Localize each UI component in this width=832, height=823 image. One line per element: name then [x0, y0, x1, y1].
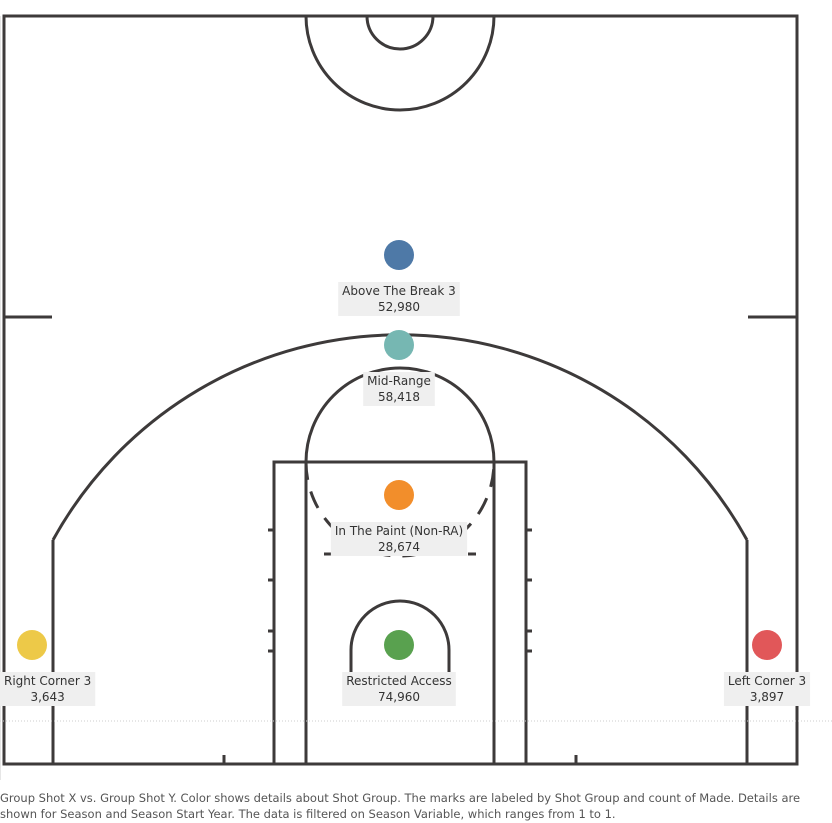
shot-group-marks: Above The Break 3 52,980 Mid-Range 58,418 In…: [0, 240, 811, 706]
mark-label-name: Right Corner 3: [4, 674, 91, 688]
mark-point[interactable]: [384, 630, 414, 660]
mark-point[interactable]: [384, 480, 414, 510]
mark-point[interactable]: [384, 240, 414, 270]
mark-label-value: 58,418: [378, 390, 420, 404]
mark-label-name: Left Corner 3: [728, 674, 806, 688]
mark-label-value: 3,643: [30, 690, 64, 704]
mark-label-background: [0, 672, 96, 706]
mark-label-name: Restricted Access: [346, 674, 452, 688]
mark-label-value: 74,960: [378, 690, 420, 704]
lane-outer: [272, 460, 528, 766]
basketball-court: [2, 14, 799, 766]
mark-point[interactable]: [752, 630, 782, 660]
mark-restricted-access[interactable]: Restricted Access 74,960: [342, 630, 456, 706]
mark-mid-range[interactable]: Mid-Range 58,418: [363, 330, 435, 406]
mark-left-corner-3[interactable]: Left Corner 3 3,897: [723, 630, 811, 706]
mark-label-background: [330, 522, 468, 556]
mark-label-value: 28,674: [378, 540, 420, 554]
free-throw-circle-top: [304, 366, 496, 463]
free-throw-circle-bottom: [304, 461, 496, 558]
mark-label-background: [338, 282, 460, 316]
mark-right-corner-3[interactable]: Right Corner 3 3,643: [0, 630, 96, 706]
chart-caption: Group Shot X vs. Group Shot Y. Color sho…: [0, 791, 801, 821]
mark-point[interactable]: [17, 630, 47, 660]
mark-label-name: Mid-Range: [367, 374, 431, 388]
mark-label-name: In The Paint (Non-RA): [335, 524, 463, 538]
mark-above-the-break-3[interactable]: Above The Break 3 52,980: [338, 240, 460, 316]
mark-point[interactable]: [384, 330, 414, 360]
mark-label-background: [342, 672, 456, 706]
center-circle-inner: [365, 15, 435, 51]
mark-in-the-paint-non-ra[interactable]: In The Paint (Non-RA) 28,674: [330, 480, 468, 556]
mark-label-name: Above The Break 3: [342, 284, 456, 298]
center-circle-outer: [304, 15, 496, 112]
mark-label-background: [363, 372, 435, 406]
mark-label-value: 52,980: [378, 300, 420, 314]
mark-label-background: [723, 672, 811, 706]
mark-label-value: 3,897: [750, 690, 784, 704]
restricted-area-arc: [349, 599, 451, 688]
